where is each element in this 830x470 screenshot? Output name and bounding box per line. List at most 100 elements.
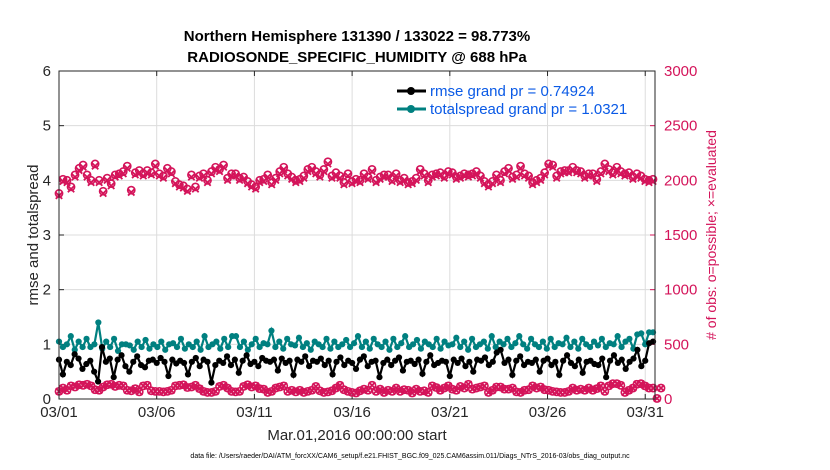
obs-evaluated-marker: [404, 386, 413, 395]
obs-evaluated-marker: [67, 185, 75, 193]
rmse-point: [235, 369, 242, 376]
rmse-point: [165, 372, 172, 380]
obs-possible-marker: [443, 167, 453, 176]
obs-evaluated-marker: [592, 384, 601, 393]
obs-evaluated-marker: [568, 384, 577, 392]
rmse-point: [571, 363, 578, 370]
totalspread-point: [114, 347, 122, 354]
rmse-point: [552, 358, 559, 365]
obs-evaluated-marker: [187, 173, 196, 181]
totalspread-point: [75, 338, 82, 345]
obs-evaluated-marker: [107, 380, 116, 389]
totalspread-point: [441, 338, 448, 345]
totalspread-point: [158, 338, 165, 345]
totalspread-point: [142, 336, 149, 344]
obs-evaluated-marker: [588, 386, 597, 395]
rmse-point: [274, 367, 281, 374]
totalspread-point: [437, 345, 444, 352]
obs-evaluated-marker: [600, 162, 609, 170]
rmse-point: [87, 357, 94, 364]
rmse-point: [118, 352, 125, 359]
totalspread-point: [232, 333, 240, 340]
obs-possible-marker: [588, 169, 598, 179]
obs-evaluated-marker: [219, 163, 228, 172]
y-tick-label-right: 0: [664, 391, 672, 408]
obs-evaluated-marker: [199, 172, 208, 180]
obs-evaluated-marker: [219, 381, 228, 390]
rmse-point: [196, 363, 203, 370]
rmse-point: [220, 359, 227, 367]
rmse-point: [364, 363, 371, 370]
obs-evaluated-marker: [336, 174, 344, 182]
obs-evaluated-marker: [99, 189, 107, 198]
totalspread-point: [177, 335, 185, 342]
obs-evaluated-marker: [320, 167, 328, 176]
obs-evaluated-marker: [617, 381, 625, 390]
obs-evaluated-marker: [524, 174, 533, 182]
obs-evaluated-marker: [127, 386, 136, 395]
obs-evaluated-marker: [580, 386, 589, 395]
rmse-point: [75, 355, 82, 362]
totalspread-point: [524, 345, 531, 352]
rmse-point: [427, 352, 434, 359]
totalspread-point: [358, 343, 366, 351]
obs-evaluated-marker: [191, 185, 200, 193]
totalspread-point: [413, 336, 421, 344]
obs-evaluated-marker: [295, 386, 304, 395]
rmse-point: [130, 358, 137, 365]
totalspread-point: [563, 334, 570, 341]
obs-possible-marker: [600, 386, 610, 396]
obs-possible-marker: [459, 169, 469, 179]
rmse-point: [349, 359, 356, 367]
obs-evaluated-marker: [536, 383, 545, 391]
totalspread-point: [575, 345, 582, 352]
totalspread-point: [370, 335, 377, 342]
obs-evaluated-marker: [412, 176, 421, 185]
obs-evaluated-marker: [247, 183, 256, 191]
obs-evaluated-marker: [364, 175, 372, 184]
obs-possible-marker: [199, 169, 208, 179]
obs-evaluated-marker: [440, 384, 449, 392]
obs-possible-marker: [496, 175, 505, 185]
obs-possible-marker: [584, 169, 594, 179]
totalspread-point: [91, 341, 98, 348]
rmse-point: [622, 365, 629, 373]
rmse-point: [270, 356, 278, 363]
rmse-point: [603, 374, 610, 381]
rmse-point: [278, 355, 285, 362]
rmse-point: [610, 352, 618, 359]
rmse-point: [415, 356, 422, 363]
totalspread-point: [268, 327, 275, 334]
totalspread-point: [504, 335, 511, 342]
totalspread-point: [366, 345, 373, 352]
obs-possible-marker: [122, 161, 132, 171]
obs-possible-marker: [391, 169, 401, 179]
obs-evaluated-marker: [637, 379, 645, 388]
totalspread-point: [402, 333, 409, 340]
rmse-point: [360, 353, 367, 360]
rmse-point: [395, 354, 403, 361]
obs-evaluated-marker: [279, 382, 288, 390]
totalspread-point: [457, 343, 464, 351]
totalspread-point: [126, 342, 133, 349]
totalspread-point: [362, 338, 369, 345]
obs-possible-marker: [227, 169, 236, 179]
y-tick-label-right: 3000: [664, 63, 697, 80]
obs-possible-marker: [504, 163, 513, 173]
obs-evaluated-marker: [492, 173, 501, 181]
x-tick-label: 03/06: [138, 404, 176, 421]
x-tick-label: 03/16: [333, 404, 371, 421]
obs-evaluated-marker: [516, 388, 525, 397]
obs-evaluated-marker: [115, 172, 124, 180]
rmse-point: [634, 346, 641, 353]
y-tick-label-left: 0: [43, 391, 51, 408]
obs-evaluated-marker: [657, 384, 665, 392]
rmse-point: [536, 368, 543, 375]
rmse-point: [333, 358, 340, 365]
totalspread-point: [217, 345, 224, 352]
rmse-point: [544, 355, 551, 362]
rmse-point: [337, 354, 344, 361]
obs-evaluated-marker: [123, 164, 132, 173]
totalspread-point: [197, 346, 204, 353]
obs-evaluated-marker: [83, 380, 91, 389]
